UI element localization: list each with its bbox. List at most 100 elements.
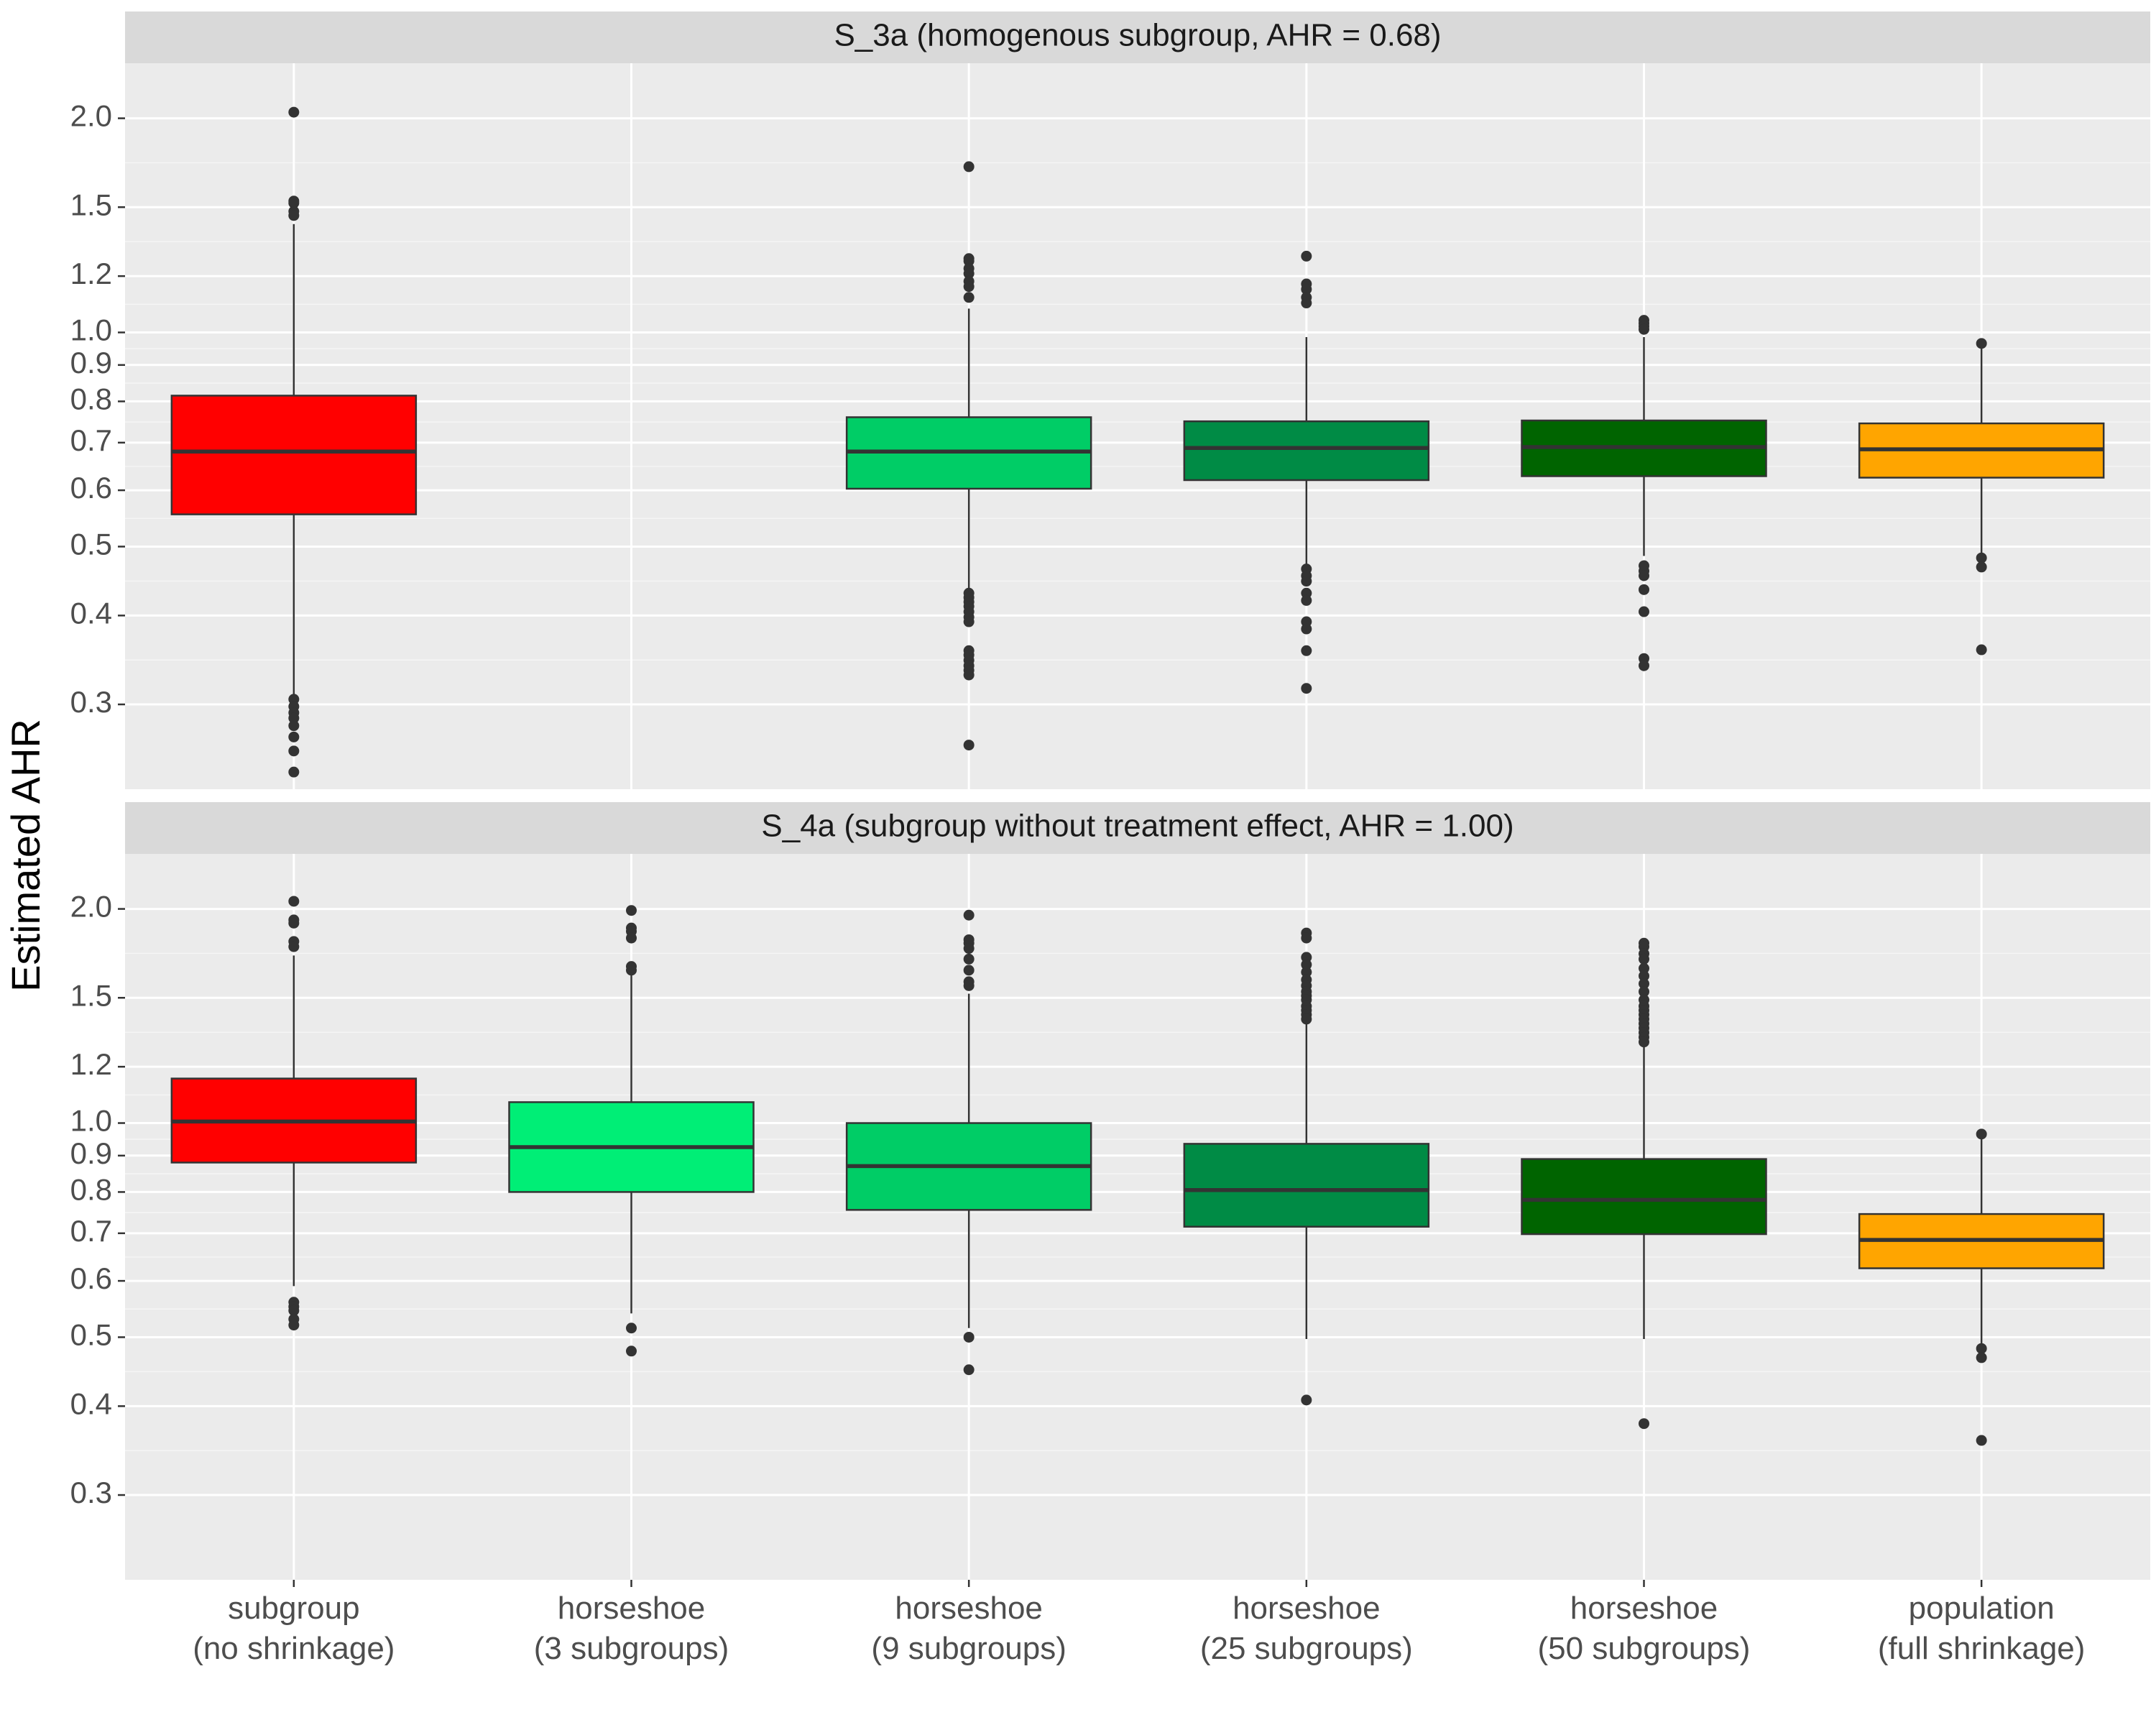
x-axis: subgroup (no shrinkage) horseshoe (3 subgro…	[193, 1580, 2085, 1666]
outlier-point	[963, 161, 975, 172]
outlier-point	[1301, 959, 1312, 970]
box-5	[1858, 338, 2105, 656]
outlier-point	[288, 917, 300, 929]
outlier-point	[1639, 962, 1649, 974]
outlier-point	[963, 909, 975, 921]
outlier-point	[1639, 953, 1649, 965]
box-0	[170, 106, 418, 778]
y-tick-label: 0.3	[70, 1476, 112, 1509]
outlier-point	[1976, 338, 1987, 349]
y-tick-label: 0.4	[70, 596, 112, 630]
x-tick-sublabel: (25 subgroups)	[1200, 1631, 1413, 1666]
outlier-point	[1301, 967, 1312, 978]
outlier-point	[626, 905, 637, 916]
outlier-point	[1976, 644, 1987, 656]
outlier-point	[1301, 1013, 1312, 1025]
y-tick-label: 0.7	[70, 423, 112, 457]
iqr-box	[1521, 1158, 1767, 1236]
outlier-point	[1639, 570, 1649, 581]
panel-s3a: S_3a (homogenous subgroup, AHR = 0.68) 0…	[70, 12, 2150, 789]
outlier-point	[626, 965, 637, 976]
outlier-point	[1639, 1418, 1649, 1430]
outlier-point	[963, 953, 975, 965]
outlier-point	[626, 1322, 637, 1334]
outlier-point	[1301, 645, 1312, 656]
x-tick-label: horseshoe	[1233, 1591, 1380, 1626]
outlier-point	[1976, 1343, 1987, 1354]
outlier-point	[1301, 1394, 1312, 1406]
outlier-point	[288, 198, 300, 209]
outlier-point	[1976, 1128, 1987, 1140]
box-1	[508, 905, 755, 1357]
iqr-box	[1183, 1143, 1430, 1228]
outlier-point	[963, 255, 975, 267]
outlier-point	[288, 210, 300, 221]
outlier-point	[1639, 584, 1649, 595]
panel-s4a: S_4a (subgroup without treatment effect,…	[70, 802, 2150, 1580]
box-2	[845, 161, 1092, 751]
y-tick-label: 0.4	[70, 1386, 112, 1420]
y-tick-label: 0.9	[70, 346, 112, 380]
outlier-point	[1301, 576, 1312, 587]
box-2	[845, 909, 1092, 1376]
boxes	[170, 896, 2105, 1446]
y-tick-label: 0.8	[70, 1173, 112, 1207]
x-tick-label: horseshoe	[895, 1591, 1042, 1626]
outlier-point	[288, 1320, 300, 1331]
x-tick-label: horseshoe	[558, 1591, 705, 1626]
outlier-point	[626, 1346, 637, 1357]
outlier-point	[288, 766, 300, 778]
outlier-point	[1639, 986, 1649, 998]
outlier-point	[1976, 1352, 1987, 1363]
outlier-point	[1301, 623, 1312, 635]
outlier-point	[1976, 1435, 1987, 1446]
x-tick-sublabel: (50 subgroups)	[1538, 1631, 1751, 1666]
y-axis-title: Estimated AHR	[3, 719, 48, 992]
outlier-point	[963, 268, 975, 280]
y-tick-label: 1.2	[70, 1047, 112, 1081]
minor-gridlines	[125, 162, 2150, 661]
outlier-point	[963, 740, 975, 751]
outlier-point	[963, 292, 975, 303]
outlier-point	[963, 980, 975, 991]
outlier-point	[288, 731, 300, 742]
y-tick-label: 1.0	[70, 1104, 112, 1138]
outlier-point	[626, 932, 637, 944]
x-tick-sublabel: (no shrinkage)	[193, 1631, 395, 1666]
outlier-point	[963, 616, 975, 627]
outlier-point	[1301, 683, 1312, 694]
plot-background	[125, 63, 2150, 789]
y-tick-label: 0.9	[70, 1136, 112, 1170]
outlier-point	[288, 745, 300, 757]
outlier-point	[1976, 552, 1987, 564]
outlier-point	[1301, 298, 1312, 309]
outlier-point	[963, 669, 975, 681]
outlier-point	[963, 1331, 975, 1343]
x-tick-sublabel: (full shrinkage)	[1878, 1631, 2086, 1666]
outlier-point	[1639, 606, 1649, 617]
outlier-point	[1301, 594, 1312, 606]
outlier-point	[288, 712, 300, 724]
y-tick-label: 0.8	[70, 382, 112, 416]
outlier-point	[963, 281, 975, 293]
outlier-point	[288, 720, 300, 732]
outlier-point	[288, 106, 300, 118]
strip-background	[125, 802, 2150, 854]
x-tick-sublabel: (3 subgroups)	[534, 1631, 729, 1666]
x-tick-label: subgroup	[228, 1591, 359, 1626]
box-3	[1183, 250, 1430, 694]
boxes	[170, 106, 2105, 778]
outlier-point	[963, 965, 975, 976]
outlier-point	[288, 896, 300, 907]
outlier-point	[963, 1364, 975, 1376]
plot-background	[125, 854, 2150, 1580]
iqr-box	[170, 395, 418, 515]
outlier-point	[1976, 561, 1987, 573]
box-3	[1183, 927, 1430, 1406]
x-tick-label: horseshoe	[1570, 1591, 1718, 1626]
y-tick-label: 1.0	[70, 313, 112, 347]
outlier-point	[1639, 1036, 1649, 1048]
box-0	[170, 896, 418, 1331]
panel-title: S_4a (subgroup without treatment effect,…	[761, 809, 1514, 844]
y-axis-ticks: 0.3 0.4 0.5 0.6 0.7 0.80.91.0 1.2 1.5 2.0	[70, 99, 125, 719]
